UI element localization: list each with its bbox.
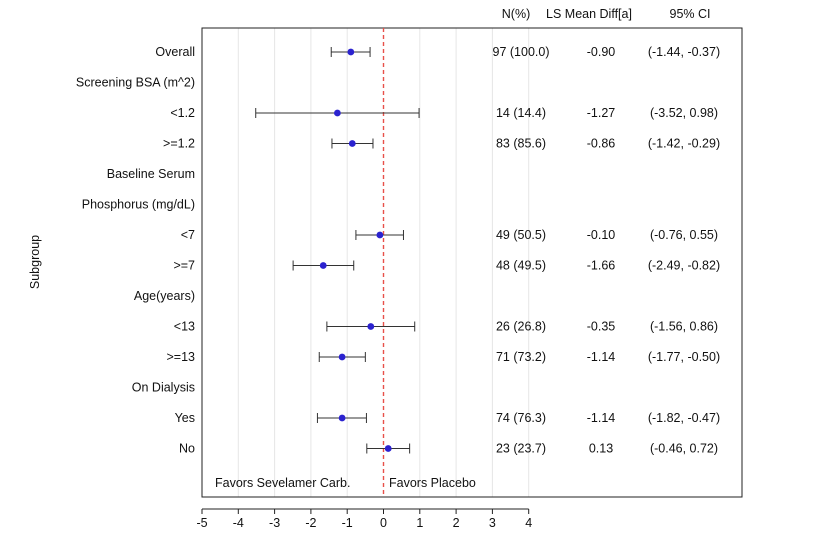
- x-tick-label: 0: [380, 516, 387, 530]
- row-label: <1.2: [170, 106, 195, 120]
- point-estimate: [367, 323, 375, 330]
- point-estimate: [338, 414, 346, 422]
- x-tick-label: 3: [489, 516, 496, 530]
- ls-mean-diff-value: 0.13: [589, 442, 613, 456]
- ls-mean-diff-value: -0.10: [587, 228, 616, 242]
- grid-layer: [237, 28, 530, 497]
- marks-layer: [255, 28, 420, 497]
- row-label: >=13: [166, 350, 195, 364]
- n-pct-value: 49 (50.5): [496, 228, 546, 242]
- row-label: No: [179, 442, 195, 456]
- row-label: Yes: [175, 411, 195, 425]
- row-label: Phosphorus (mg/dL): [82, 198, 195, 212]
- point-estimate: [376, 231, 384, 239]
- point-estimate: [384, 445, 392, 452]
- x-tick-label: -4: [233, 516, 244, 530]
- header-n-pct: N(%): [502, 7, 530, 21]
- row-label: Overall: [155, 45, 195, 59]
- point-estimate: [348, 140, 356, 147]
- x-tick-label: 2: [453, 516, 460, 530]
- n-pct-value: 26 (26.8): [496, 320, 546, 334]
- n-pct-value: 74 (76.3): [496, 411, 546, 425]
- row-label: <13: [174, 320, 195, 334]
- header-ci: 95% CI: [670, 7, 711, 21]
- ci-value: (-0.46, 0.72): [650, 442, 718, 456]
- point-estimate: [338, 353, 346, 361]
- x-tick-label: -3: [269, 516, 280, 530]
- row-label: Age(years): [134, 289, 195, 303]
- annotation-favors-right: Favors Placebo: [389, 476, 476, 490]
- n-pct-value: 48 (49.5): [496, 259, 546, 273]
- x-tick-label: -1: [342, 516, 353, 530]
- row-label: >=7: [173, 259, 195, 273]
- n-pct-value: 83 (85.6): [496, 137, 546, 151]
- point-estimate: [319, 262, 327, 269]
- ci-value: (-0.76, 0.55): [650, 228, 718, 242]
- text-layer: Overall 97 (100.0) -0.90 (-1.44, -0.37) Scre…: [76, 45, 720, 456]
- x-axis: -5 -4 -3 -2 -1 0 1 2 3 4: [196, 508, 532, 530]
- ci-value: (-1.82, -0.47): [648, 411, 720, 425]
- n-pct-value: 71 (73.2): [496, 350, 546, 364]
- annotation-favors-left: Favors Sevelamer Carb.: [215, 476, 350, 490]
- ci-value: (-1.56, 0.86): [650, 320, 718, 334]
- ci-value: (-1.42, -0.29): [648, 137, 720, 151]
- n-pct-value: 97 (100.0): [493, 45, 550, 59]
- x-tick-label: 1: [416, 516, 423, 530]
- ls-mean-diff-value: -0.86: [587, 137, 616, 151]
- ls-mean-diff-value: -0.90: [587, 45, 616, 59]
- point-estimate: [333, 109, 341, 117]
- point-estimate: [347, 48, 355, 56]
- row-label: >=1.2: [163, 137, 195, 151]
- header-ls-mean-diff: LS Mean Diff[a]: [546, 7, 632, 21]
- x-tick-label: -5: [196, 516, 207, 530]
- ls-mean-diff-value: -1.27: [587, 106, 616, 120]
- x-tick-label: 4: [525, 516, 532, 530]
- y-axis-label: Subgroup: [28, 235, 42, 289]
- ls-mean-diff-value: -1.14: [587, 350, 616, 364]
- row-label: Screening BSA (m^2): [76, 76, 195, 90]
- ls-mean-diff-value: -0.35: [587, 320, 616, 334]
- row-label: On Dialysis: [132, 381, 195, 395]
- ls-mean-diff-value: -1.14: [587, 411, 616, 425]
- n-pct-value: 23 (23.7): [496, 442, 546, 456]
- ci-value: (-3.52, 0.98): [650, 106, 718, 120]
- ci-value: (-1.77, -0.50): [648, 350, 720, 364]
- ls-mean-diff-value: -1.66: [587, 259, 616, 273]
- ci-value: (-2.49, -0.82): [648, 259, 720, 273]
- n-pct-value: 14 (14.4): [496, 106, 546, 120]
- x-tick-label: -2: [305, 516, 316, 530]
- ci-value: (-1.44, -0.37): [648, 45, 720, 59]
- row-label: <7: [181, 228, 195, 242]
- row-label: Baseline Serum: [107, 167, 195, 181]
- plot-frame: [201, 27, 743, 498]
